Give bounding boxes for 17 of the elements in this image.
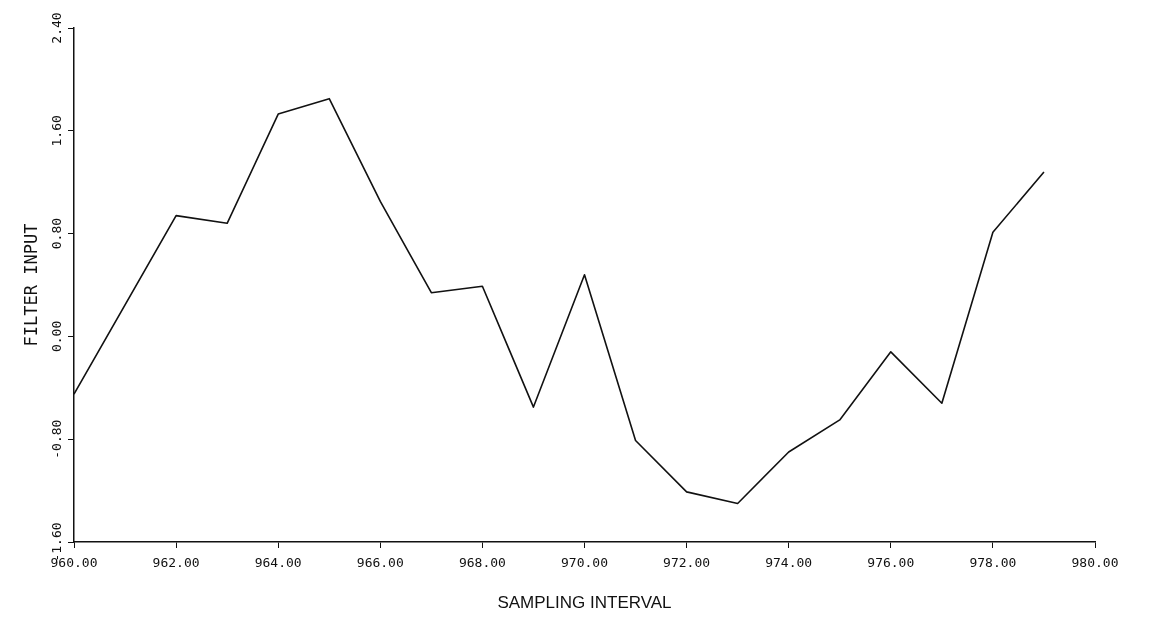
x-tick-label: 962.00 — [152, 555, 200, 571]
y-tick-label: 2.40 — [48, 12, 64, 44]
x-tick-label: 980.00 — [1071, 555, 1119, 571]
x-tick-label: 966.00 — [356, 555, 404, 571]
y-axis-title: FILTER INPUT — [20, 223, 41, 347]
x-tick-label: 974.00 — [765, 555, 813, 571]
x-tick-label: 972.00 — [663, 555, 711, 571]
y-tick-label: -0.80 — [48, 419, 64, 459]
x-tick-label: 968.00 — [458, 555, 506, 571]
x-tick-label: 978.00 — [969, 555, 1017, 571]
y-tick-label: 1.60 — [48, 115, 64, 147]
x-axis-title: SAMPLING INTERVAL — [497, 593, 672, 613]
x-tick-label: 976.00 — [867, 555, 915, 571]
y-tick-label: 0.00 — [48, 320, 64, 353]
x-tick-label: 964.00 — [254, 555, 302, 571]
x-tick-label: 970.00 — [561, 555, 608, 571]
y-tick-label: 0.80 — [48, 217, 64, 250]
